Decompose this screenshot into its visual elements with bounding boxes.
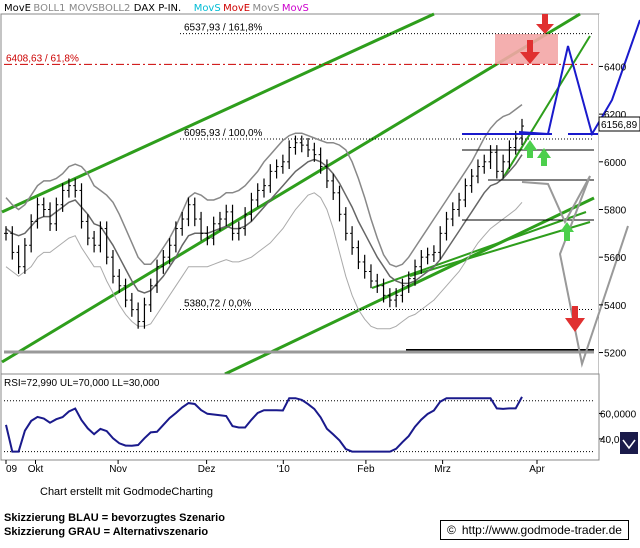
rsi-line (5, 396, 523, 453)
credit-text: Chart erstellt mit GodmodeCharting (40, 486, 214, 498)
fib-label-3: 5380,72 / 0,0% (184, 298, 251, 309)
alternative-scenario-path (521, 175, 629, 368)
green-arrow-up-1 (523, 140, 537, 158)
x-tick-label: Okt (28, 464, 44, 475)
rsi-axis: 60,0000 40,0000 (599, 409, 637, 446)
legend-item-2: MOVS (69, 3, 99, 14)
support-line-b (409, 221, 591, 277)
fib-levels: 6537,93 / 161,8% 6408,63 / 61,8% 6095,93 /… (4, 23, 594, 310)
last-price-text: 6156,89 (601, 120, 638, 131)
y-tick-label: 6000 (604, 158, 627, 169)
rsi-tick-label: 40,0000 (600, 435, 637, 446)
copyright-icon: © (447, 523, 456, 537)
y-tick-label: 5400 (604, 301, 627, 312)
x-tick-label: Feb (357, 464, 375, 475)
legend-item-1: BOLL1 (33, 3, 65, 14)
moving-average (5, 154, 523, 294)
legend-item-7: MovS (253, 3, 280, 14)
x-tick-label: Apr (529, 464, 545, 475)
price-panel (0, 13, 600, 375)
bollinger-lower (5, 192, 523, 330)
green-arrow-up-2 (537, 148, 551, 166)
scroll-widget[interactable] (620, 432, 638, 454)
legend-item-5: MovS (194, 3, 221, 14)
price-axis (599, 14, 640, 374)
fib-label-0: 6537,93 / 161,8% (184, 23, 263, 34)
green-arrow-up-3 (560, 222, 574, 241)
legend-item-0: MovE (4, 3, 31, 14)
legend: MovE BOLL1 MOVS BOLL2 DAX P-IN. MovS MovE MovS M… (4, 3, 309, 14)
red-arrow-down-top (536, 14, 554, 34)
lower-channel-line (224, 196, 595, 376)
x-tick-label: 09 (6, 464, 18, 475)
last-price-badge: 6156,89 (598, 116, 640, 132)
preferred-scenario-path (518, 19, 640, 137)
x-tick-label: Mrz (434, 464, 451, 475)
trend-channels (1, 12, 595, 376)
scroll-arrow-icon[interactable] (622, 439, 636, 450)
upper-channel-line (1, 12, 435, 214)
y-tick-label: 6400 (604, 62, 627, 73)
rsi-tick-label: 60,0000 (600, 409, 637, 420)
scenario-legend: Skizzierung BLAU = bevorzugtes Szenario … (4, 511, 225, 539)
y-tick-label: 5800 (604, 205, 627, 216)
legend-item-8: MovS (282, 3, 309, 14)
x-tick-label: Nov (109, 464, 127, 475)
x-tick-label: '10 (277, 464, 290, 475)
legend-item-3: BOLL2 (98, 3, 130, 14)
y-tick-label: 5200 (604, 349, 627, 360)
rsi-label: RSI=72,990 UL=70,000 LL=30,000 (4, 378, 160, 389)
middle-channel-line (1, 12, 581, 364)
fib-label-1: 6408,63 / 61,8% (6, 53, 79, 64)
y-tick-label: 5600 (604, 253, 627, 264)
legend-item-6: MovE (223, 3, 250, 14)
fib-label-2: 6095,93 / 100,0% (184, 128, 263, 139)
y-tick-label: 6200 (604, 110, 627, 121)
short-channel-line (502, 35, 591, 179)
red-arrow-down-bottom (565, 306, 585, 332)
bollinger-bands (5, 104, 523, 330)
legend-item-4: DAX P-IN. (134, 3, 181, 14)
website-url[interactable]: http://www.godmode-trader.de (461, 523, 622, 537)
rsi-series (4, 396, 594, 453)
price-bars (4, 118, 524, 329)
bollinger-upper (5, 104, 523, 268)
y-axis: 5200 5400 5600 5800 6000 6200 6400 (599, 62, 627, 360)
red-arrow-down-target (520, 40, 540, 64)
support-line-a (371, 211, 587, 289)
scenario-blue-text: Skizzierung BLAU = bevorzugtes Szenario (4, 512, 225, 524)
x-tick-label: Dez (198, 464, 216, 475)
rsi-panel (0, 373, 600, 461)
x-axis: 09 Okt Nov Dez '10 Feb Mrz Apr (5, 460, 545, 475)
scenario-grey-text: Skizzierung GRAU = Alternativszenario (4, 526, 209, 538)
website-badge[interactable]: © http://www.godmode-trader.de (440, 520, 629, 540)
